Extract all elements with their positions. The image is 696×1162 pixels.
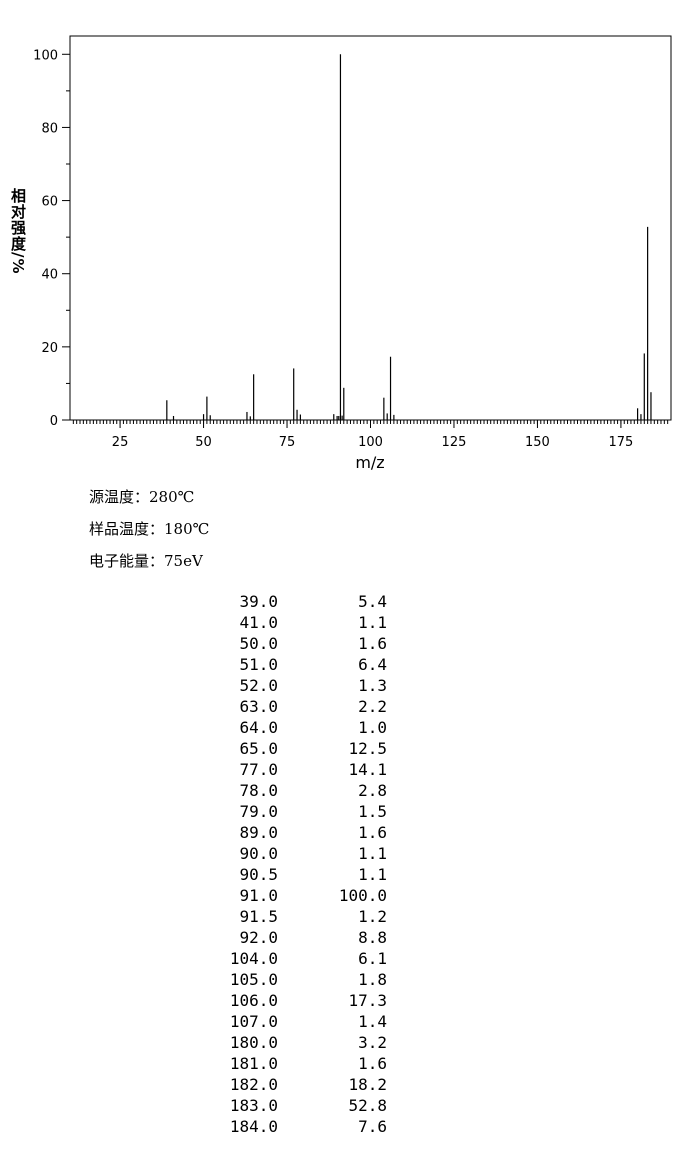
intensity-cell: 1.3 xyxy=(358,676,387,695)
intensity-cell: 1.5 xyxy=(358,802,387,821)
y-tick-label: 40 xyxy=(41,268,58,283)
x-axis-label: m/z xyxy=(355,453,384,472)
mz-cell: 64.0 xyxy=(239,718,278,737)
y-tick-label: 0 xyxy=(50,414,58,429)
intensity-cell: 3.2 xyxy=(358,1033,387,1052)
x-tick-label: 175 xyxy=(609,435,634,450)
mz-cell: 39.0 xyxy=(239,592,278,611)
mz-cell: 182.0 xyxy=(229,1075,278,1094)
intensity-cell: 6.1 xyxy=(358,949,387,968)
intensity-cell: 7.6 xyxy=(358,1117,387,1136)
mz-cell: 50.0 xyxy=(239,634,278,653)
intensity-cell: 52.8 xyxy=(348,1096,387,1115)
mz-cell: 78.0 xyxy=(239,781,278,800)
mz-cell: 181.0 xyxy=(229,1054,278,1073)
intensity-cell: 1.6 xyxy=(358,1054,387,1073)
mz-cell: 183.0 xyxy=(229,1096,278,1115)
chart: m/z 25 50 75 100 125 150 175 0 20 40 60 80 100 xyxy=(33,35,672,472)
x-tick-label: 75 xyxy=(279,435,296,450)
intensity-cell: 1.0 xyxy=(358,718,387,737)
intensity-cell: 5.4 xyxy=(358,592,387,611)
intensity-cell: 1.8 xyxy=(358,970,387,989)
intensity-cell: 1.4 xyxy=(358,1012,387,1031)
intensity-cell: 1.1 xyxy=(358,844,387,863)
intensity-cell: 14.1 xyxy=(348,760,387,779)
x-tick-label: 100 xyxy=(358,435,383,450)
mz-cell: 107.0 xyxy=(229,1012,278,1031)
mz-cell: 90.5 xyxy=(239,865,278,884)
intensity-cell: 6.4 xyxy=(358,655,387,674)
intensity-cell: 1.1 xyxy=(358,613,387,632)
info-line: 源温度：280℃ xyxy=(89,488,195,506)
intensity-cell: 17.3 xyxy=(348,991,387,1010)
intensity-cell: 1.1 xyxy=(358,865,387,884)
mz-cell: 65.0 xyxy=(239,739,278,758)
plot-frame xyxy=(69,35,672,421)
mz-cell: 92.0 xyxy=(239,928,278,947)
x-tick-label: 50 xyxy=(195,435,212,450)
x-tick-label: 150 xyxy=(525,435,550,450)
intensity-cell: 1.6 xyxy=(358,634,387,653)
intensity-cell: 1.6 xyxy=(358,823,387,842)
mz-cell: 52.0 xyxy=(239,676,278,695)
info-line: 样品温度：180℃ xyxy=(89,520,210,538)
intensity-cell: 2.2 xyxy=(358,697,387,716)
mz-cell: 77.0 xyxy=(239,760,278,779)
mz-cell: 106.0 xyxy=(229,991,278,1010)
mz-cell: 41.0 xyxy=(239,613,278,632)
mz-cell: 79.0 xyxy=(239,802,278,821)
y-tick-label: 20 xyxy=(41,341,58,356)
mz-cell: 51.0 xyxy=(239,655,278,674)
intensity-cell: 2.8 xyxy=(358,781,387,800)
mz-cell: 90.0 xyxy=(239,844,278,863)
y-tick-label: 80 xyxy=(41,121,58,136)
mz-cell: 180.0 xyxy=(229,1033,278,1052)
intensity-cell: 1.2 xyxy=(358,907,387,926)
mz-cell: 105.0 xyxy=(229,970,278,989)
y-tick-label: 100 xyxy=(33,48,58,63)
mz-cell: 91.0 xyxy=(239,886,278,905)
intensity-cell: 100.0 xyxy=(338,886,387,905)
intensity-cell: 12.5 xyxy=(348,739,387,758)
y-axis-label: 相对强度/% xyxy=(9,188,27,275)
mz-cell: 104.0 xyxy=(229,949,278,968)
x-tick-label: 125 xyxy=(442,435,467,450)
intensity-cell: 8.8 xyxy=(358,928,387,947)
mz-cell: 63.0 xyxy=(239,697,278,716)
mz-cell: 184.0 xyxy=(229,1117,278,1136)
mz-cell: 91.5 xyxy=(239,907,278,926)
y-tick-label: 60 xyxy=(41,195,58,210)
x-tick-label: 25 xyxy=(112,435,129,450)
intensity-cell: 18.2 xyxy=(348,1075,387,1094)
info-line: 电子能量：75eV xyxy=(89,552,203,570)
mz-cell: 89.0 xyxy=(239,823,278,842)
